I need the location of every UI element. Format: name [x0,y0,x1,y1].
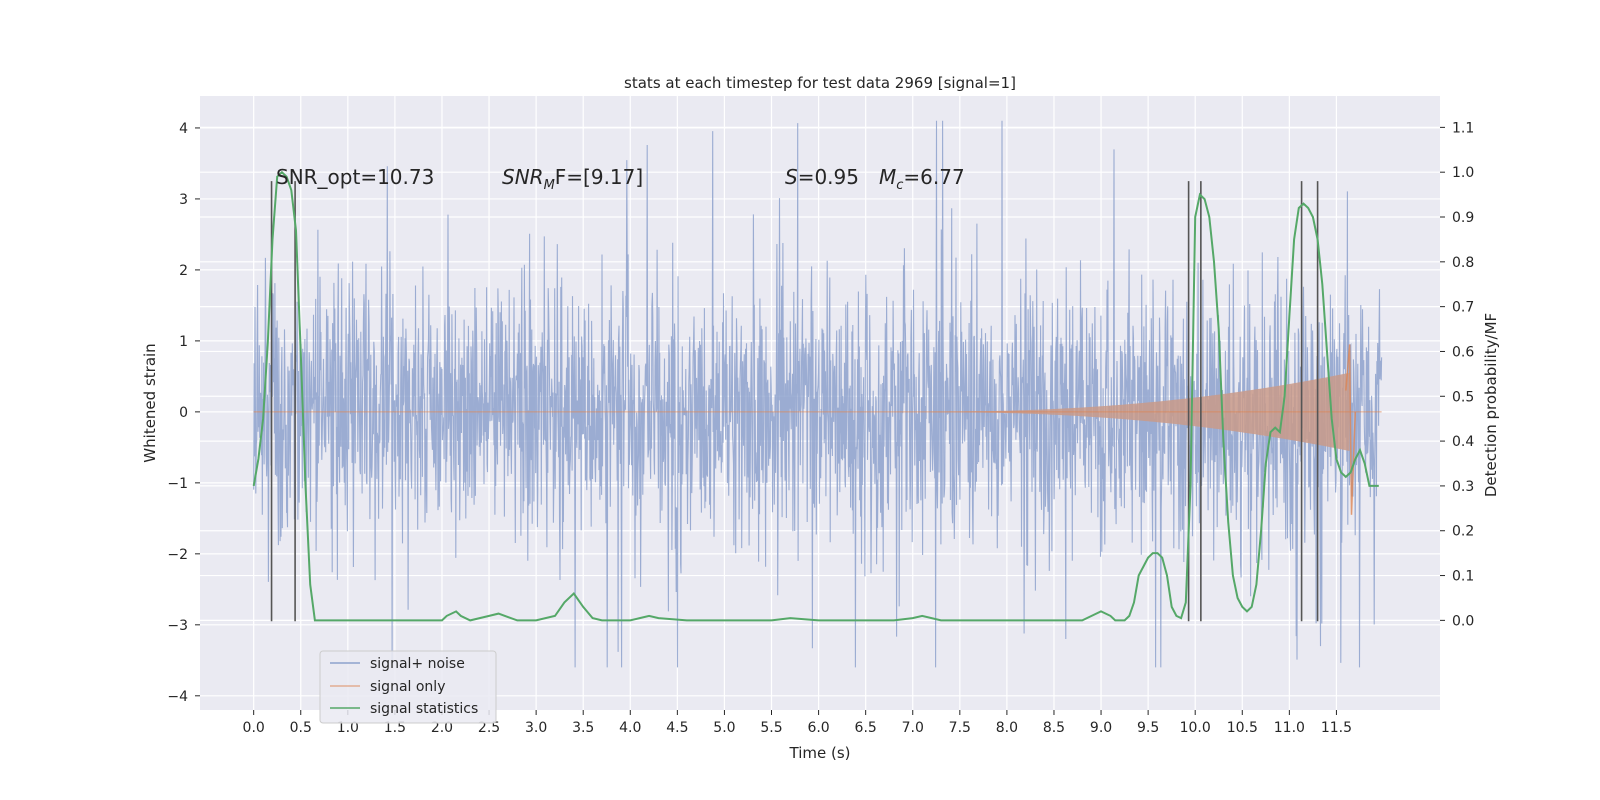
x-tick-label: 11.0 [1274,720,1305,736]
legend-box [319,650,497,724]
s-value: =0.95 [798,165,859,189]
mc-symbol: M [879,165,896,189]
trigger-vertical-lines [270,181,1319,622]
x-tick-label: 2.5 [478,720,500,736]
snr-mf-subscript: M [544,178,555,193]
legend-label-noise: signal+ noise [370,656,465,672]
right-y-axis-ticks: 1.1 1.0 0.9 0.8 0.7 0.6 0.5 0.4 0.3 0.2 0.1 0.0 [1440,120,1474,629]
x-tick-label: 3.5 [572,720,594,736]
right-y-tick-label: 0.3 [1452,479,1474,495]
right-y-tick-label: 0.5 [1452,389,1474,405]
y-tick-label: −4 [167,689,188,705]
right-y-tick-label: 0.1 [1452,569,1474,585]
y-tick-label: 3 [179,192,188,208]
x-tick-label: 6.5 [855,720,877,736]
x-tick-label: 6.0 [807,720,829,736]
s-symbol: S [785,165,798,189]
y-tick-label: −1 [167,476,188,492]
x-tick-label: 1.5 [384,720,406,736]
right-y-tick-label: 0.7 [1452,300,1474,316]
annotations: SNR_opt=10.73 SNRMF=[9.17] S=0.95 Mc=6.7… [276,165,965,193]
x-tick-label: 0.0 [243,720,265,736]
signal-statistics-line [252,170,1379,622]
x-tick-label: 4.5 [666,720,688,736]
right-y-tick-label: 0.8 [1452,255,1474,271]
x-tick-label: 2.0 [431,720,453,736]
y-axis-label: Whitened strain [141,343,159,462]
legend-label-stats: signal statistics [370,701,478,717]
x-tick-label: 7.0 [902,720,924,736]
y-axis-ticks: 4 3 2 1 0 −1 −2 −3 −4 [167,121,200,705]
x-axis-label: Time (s) [789,744,851,762]
mc-value: =6.77 [903,165,964,189]
mc-annotation: Mc=6.77 [879,165,965,193]
x-tick-label: 0.5 [290,720,312,736]
right-y-tick-label: 0.6 [1452,344,1474,360]
x-tick-label: 5.0 [713,720,735,736]
right-y-tick-label: 0.2 [1452,524,1474,540]
x-tick-label: 10.5 [1227,720,1258,736]
y-tick-label: 4 [179,121,188,137]
x-axis-ticks: 0.0 0.5 1.0 1.5 2.0 2.5 3.0 3.5 4.0 4.5 5.0 5.5 6.0 6… [243,710,1352,736]
x-tick-label: 1.0 [337,720,359,736]
x-tick-label: 11.5 [1321,720,1352,736]
x-tick-label: 5.5 [760,720,782,736]
x-tick-label: 9.5 [1137,720,1159,736]
snr-mf-value: F=[9.17] [555,165,643,189]
right-y-tick-label: 1.0 [1452,165,1474,181]
mc-subscript: c [896,178,903,193]
y-tick-label: 1 [179,334,188,350]
right-y-tick-label: 0.4 [1452,434,1474,450]
x-tick-label: 10.0 [1180,720,1211,736]
right-y-tick-label: 0.0 [1452,613,1474,629]
right-y-axis-label: Detection probability/MF [1482,313,1500,497]
snr-mf-annotation: SNRMF=[9.17] [502,165,643,193]
y-tick-label: −3 [167,618,188,634]
x-tick-label: 8.0 [996,720,1018,736]
y-tick-label: 0 [179,405,188,421]
legend-label-signal: signal only [370,679,445,695]
x-tick-label: 4.0 [619,720,641,736]
x-tick-label: 7.5 [949,720,971,736]
legend: signal+ noise signal only signal statist… [319,650,497,724]
x-tick-label: 9.0 [1090,720,1112,736]
right-y-tick-label: 1.1 [1452,120,1474,136]
y-tick-label: −2 [167,547,188,563]
x-tick-label: 8.5 [1043,720,1065,736]
x-tick-label: 3.0 [525,720,547,736]
chart-title: stats at each timestep for test data 296… [624,74,1016,92]
snr-opt-annotation: SNR_opt=10.73 [276,165,434,189]
right-y-tick-label: 0.9 [1452,210,1474,226]
s-annotation: S=0.95 [785,165,859,189]
signal-statistics-series [252,170,1379,622]
y-tick-label: 2 [179,263,188,279]
snr-mf-symbol: SNR [502,165,544,189]
